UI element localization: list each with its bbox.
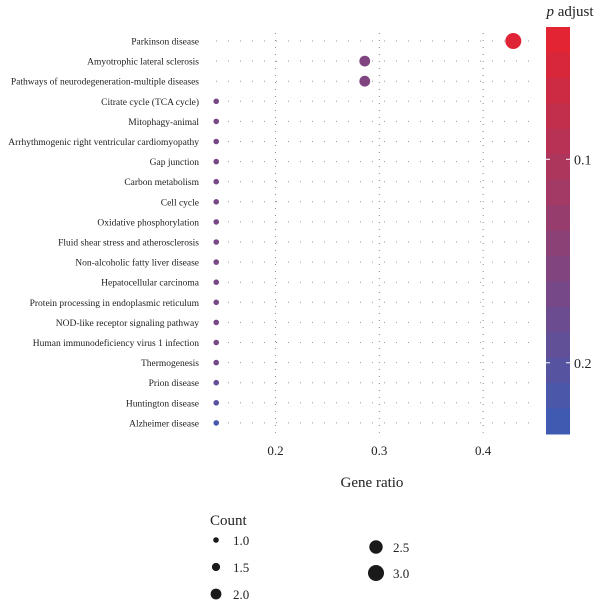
data-point	[359, 75, 371, 87]
color-bar-step	[546, 281, 570, 308]
size-legend: Count 1.0 1.5 2.0 2.5 3.0	[210, 513, 409, 602]
data-point	[213, 239, 220, 245]
data-point	[505, 33, 522, 49]
size-legend-entries: 1.0 1.5 2.0 2.5 3.0	[210, 533, 409, 602]
color-bar-step	[546, 230, 570, 257]
x-axis-title: Gene ratio	[341, 475, 404, 491]
data-point	[213, 379, 220, 386]
category-label: Parkinson disease	[131, 38, 199, 48]
data-point	[213, 118, 220, 125]
color-bar-step	[546, 179, 570, 206]
data-point	[213, 359, 220, 366]
data-point	[213, 319, 220, 326]
category-label: Human immunodeficiency virus 1 infection	[33, 338, 199, 349]
category-label: Gap junction	[150, 158, 200, 168]
data-point	[213, 138, 220, 145]
color-bar-step	[546, 205, 570, 231]
category-label: Thermogenesis	[141, 359, 199, 369]
size-legend-dot	[369, 540, 383, 554]
color-bar-step	[546, 128, 570, 155]
data-point	[213, 98, 220, 105]
color-bar-step	[546, 103, 570, 130]
color-bar-ticks: 0.1 0.2	[546, 153, 592, 372]
color-bar-step	[546, 357, 570, 384]
color-legend-title: p adjust	[545, 4, 594, 20]
x-tick-label: 0.4	[475, 443, 492, 458]
color-legend-title-italic: p	[545, 4, 554, 20]
category-label: Fluid shear stress and atherosclerosis	[58, 239, 199, 249]
data-point	[213, 259, 220, 265]
category-label: Amyotrophic lateral sclerosis	[87, 58, 199, 68]
data-point	[213, 279, 220, 286]
category-label: Non-alcoholic fatty liver disease	[75, 258, 199, 269]
data-point	[213, 199, 220, 205]
category-label: Protein processing in endoplasmic reticu…	[30, 299, 200, 309]
category-label: Pathways of neurodegeneration-multiple d…	[11, 77, 199, 88]
category-label: Oxidative phosphorylation	[97, 218, 199, 228]
grid-lines	[216, 33, 532, 433]
color-legend-title-rest: adjust	[554, 4, 594, 20]
color-bar-step	[546, 306, 570, 333]
color-bar-step	[546, 255, 570, 282]
color-legend: p adjust 0.1 0.2	[545, 4, 594, 435]
color-bar-step	[546, 383, 570, 410]
color-bar-step	[546, 154, 570, 181]
size-legend-label: 2.0	[233, 587, 249, 602]
x-axis: 0.2 0.3 0.4 Gene ratio	[267, 443, 491, 491]
size-legend-dot	[213, 537, 219, 543]
size-legend-title: Count	[210, 513, 248, 529]
category-label: Cell cycle	[161, 198, 199, 208]
category-label: Carbon metabolism	[124, 178, 199, 188]
category-label: Mitophagy-animal	[128, 118, 199, 128]
color-bar-step	[546, 332, 570, 359]
data-point	[213, 299, 220, 306]
category-label: Citrate cycle (TCA cycle)	[101, 97, 199, 108]
x-tick-labels: 0.2 0.3 0.4	[267, 443, 491, 458]
x-tick-label: 0.2	[267, 443, 283, 458]
category-label: NOD-like receptor signaling pathway	[56, 319, 199, 329]
size-legend-label: 3.0	[393, 566, 409, 581]
category-label: Alzheimer disease	[129, 419, 199, 429]
data-point	[213, 339, 220, 346]
color-bar-step	[546, 27, 570, 53]
color-bar-tick-label: 0.2	[574, 357, 592, 372]
size-legend-dot	[211, 562, 221, 572]
size-legend-dot	[210, 588, 222, 600]
data-points	[213, 33, 522, 426]
category-label: Prion disease	[149, 379, 199, 389]
size-legend-label: 1.5	[233, 560, 249, 575]
color-bar-step	[546, 408, 570, 435]
color-bar-step	[546, 52, 570, 79]
color-bar	[546, 27, 570, 435]
color-bar-step	[546, 77, 570, 104]
data-point	[213, 158, 220, 165]
data-point	[213, 178, 220, 185]
size-legend-label: 2.5	[393, 540, 409, 555]
category-label: Huntington disease	[126, 399, 199, 409]
data-point	[213, 400, 220, 406]
category-label: Hepatocellular carcinoma	[101, 279, 200, 289]
data-point	[213, 420, 220, 426]
x-tick-label: 0.3	[371, 443, 387, 458]
data-point	[359, 55, 371, 67]
size-legend-label: 1.0	[233, 533, 249, 548]
color-bar-tick-label: 0.1	[574, 153, 592, 168]
data-point	[213, 219, 220, 225]
category-label: Arrhythmogenic right ventricular cardiom…	[8, 138, 199, 148]
size-legend-dot	[368, 565, 384, 581]
category-labels: Parkinson disease Amyotrophic lateral scl…	[8, 38, 200, 430]
